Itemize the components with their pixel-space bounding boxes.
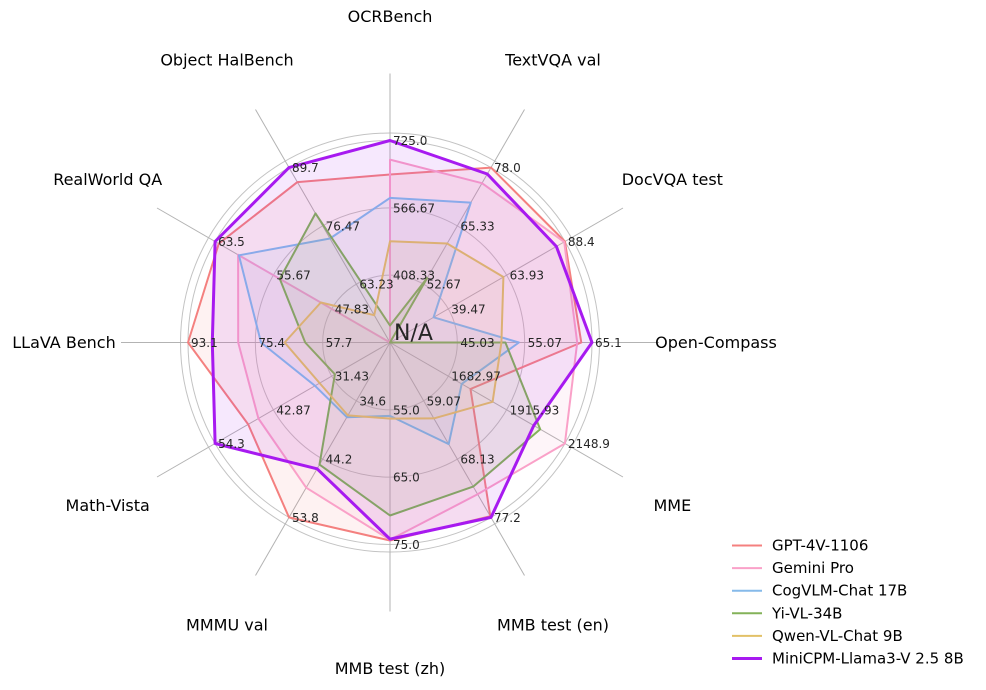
axis-label-math-vista: Math-Vista: [66, 496, 150, 515]
tick-label-mme-3: 2148.9: [568, 437, 610, 451]
tick-label-math-vista-2: 42.87: [276, 403, 310, 417]
tick-label-mmmu-val-2: 44.2: [326, 453, 353, 467]
axis-label-object-halbench: Object HalBench: [160, 51, 293, 70]
tick-label-ocrbench-2: 566.67: [393, 201, 435, 215]
tick-label-open-compass-1: 45.03: [460, 336, 494, 350]
legend-label-yi-vl-34b: Yi-VL-34B: [771, 604, 842, 622]
tick-label-textvqa-val-2: 65.33: [460, 219, 494, 233]
legend-item-gpt-4v-1106: GPT-4V-1106: [732, 537, 868, 555]
tick-label-mmb-test-en-2: 68.13: [460, 453, 494, 467]
center-na-label: N/A: [394, 321, 433, 346]
legend-label-qwen-vl-chat-9b: Qwen-VL-Chat 9B: [772, 627, 903, 645]
tick-label-realworld-qa-1: 47.83: [335, 302, 369, 316]
tick-label-llava-bench-1: 57.7: [326, 336, 353, 350]
axis-label-mmb-test-zh: MMB test (zh): [335, 659, 446, 678]
legend-label-cogvlm-chat-17b: CogVLM-Chat 17B: [772, 582, 907, 600]
tick-label-object-halbench-1: 63.23: [359, 278, 393, 292]
tick-label-llava-bench-3: 93.1: [191, 336, 218, 350]
legend-item-qwen-vl-chat-9b: Qwen-VL-Chat 9B: [732, 627, 903, 645]
axis-label-llava-bench: LLaVA Bench: [12, 333, 115, 352]
axis-label-textvqa-val: TextVQA val: [504, 51, 601, 70]
axis-spoke-mme: [389, 342, 624, 478]
tick-label-object-halbench-2: 76.47: [326, 219, 360, 233]
tick-label-mmmu-val-3: 53.8: [292, 511, 319, 525]
tick-label-docvqa-test-1: 39.47: [451, 302, 485, 316]
axis-spoke-docvqa-test: [389, 207, 624, 343]
legend-item-minicpm-llama3-v-2-5-8b: MiniCPM-Llama3-V 2.5 8B: [732, 650, 964, 668]
tick-label-open-compass-2: 55.07: [528, 336, 562, 350]
radar-series-minicpm-llama3-v-2-5-8b: [210, 139, 594, 541]
tick-label-mmb-test-zh-3: 75.0: [393, 538, 420, 552]
tick-label-mme-2: 1915.93: [510, 403, 560, 417]
axis-label-realworld-qa: RealWorld QA: [53, 170, 162, 189]
axis-label-mmmu-val: MMMU val: [186, 615, 268, 634]
legend-label-gpt-4v-1106: GPT-4V-1106: [772, 537, 868, 555]
tick-label-realworld-qa-2: 55.67: [276, 269, 310, 283]
tick-label-object-halbench-3: 89.7: [292, 161, 319, 175]
legend-label-minicpm-llama3-v-2-5-8b: MiniCPM-Llama3-V 2.5 8B: [772, 650, 964, 668]
tick-label-textvqa-val-1: 52.67: [427, 278, 461, 292]
tick-label-open-compass-3: 65.1: [595, 336, 622, 350]
axis-label-open-compass: Open-Compass: [655, 333, 777, 352]
tick-label-docvqa-test-2: 63.93: [510, 269, 544, 283]
tick-label-mmb-test-en-1: 59.07: [427, 394, 461, 408]
tick-label-math-vista-1: 31.43: [335, 370, 369, 384]
tick-label-mmb-test-zh-2: 65.0: [393, 471, 420, 485]
legend-label-gemini-pro: Gemini Pro: [772, 559, 854, 577]
legend-item-cogvlm-chat-17b: CogVLM-Chat 17B: [732, 582, 907, 600]
axis-label-ocrbench: OCRBench: [348, 7, 433, 26]
tick-label-realworld-qa-3: 63.5: [218, 235, 245, 249]
axis-spoke-mmmu-val: [255, 342, 391, 576]
tick-label-mmb-test-en-3: 77.2: [494, 511, 521, 525]
tick-label-textvqa-val-3: 78.0: [494, 161, 521, 175]
tick-label-mmmu-val-1: 34.6: [359, 394, 386, 408]
radar-series-qwen-vl-chat-9b: [283, 240, 505, 420]
legend-item-yi-vl-34b: Yi-VL-34B: [732, 604, 842, 622]
tick-label-math-vista-3: 54.3: [218, 437, 245, 451]
axis-spoke-mmb-test-en: [389, 342, 525, 576]
tick-label-mme-1: 1682.97: [451, 370, 501, 384]
tick-label-llava-bench-2: 75.4: [258, 336, 285, 350]
legend-item-gemini-pro: Gemini Pro: [732, 559, 854, 577]
tick-label-docvqa-test-3: 88.4: [568, 235, 595, 249]
axis-label-docvqa-test: DocVQA test: [622, 170, 723, 189]
tick-label-ocrbench-1: 408.33: [393, 269, 435, 283]
radar-series-cogvlm-chat-17b: [237, 196, 520, 446]
axis-spoke-math-vista: [156, 342, 391, 478]
axis-label-mme: MME: [653, 496, 691, 515]
tick-label-mmb-test-zh-1: 55.0: [393, 403, 420, 417]
axis-label-mmb-test-en: MMB test (en): [497, 615, 609, 634]
tick-label-ocrbench-3: 725.0: [393, 134, 427, 148]
radar-series-yi-vl-34b: [278, 212, 542, 517]
